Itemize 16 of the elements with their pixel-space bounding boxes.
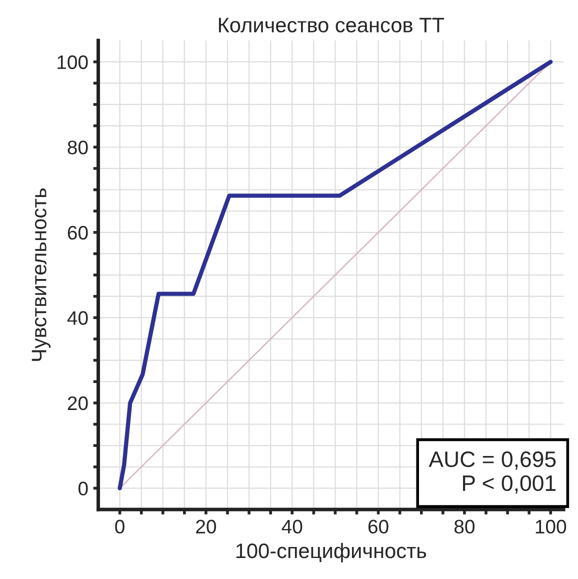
x-tick-label: 80: [454, 520, 475, 534]
y-tick-label: 0: [78, 482, 88, 496]
x-tick-label: 100: [536, 520, 566, 534]
x-tick-label: 40: [282, 520, 302, 534]
x-axis-title: 100-специфичность: [236, 542, 426, 562]
y-tick-label: 20: [68, 396, 88, 410]
x-tick-label: 20: [196, 520, 216, 534]
y-tick-label: 100: [58, 55, 88, 70]
y-axis-title: Чувствительность: [32, 188, 51, 361]
y-tick-label: 80: [68, 140, 88, 154]
chart-title: Количество сеансов ТТ: [218, 18, 444, 32]
x-tick-label: 0: [115, 520, 124, 534]
x-tick-label: 60: [368, 520, 388, 534]
y-tick-label: 60: [68, 226, 88, 240]
annotation: AUC = 0,695 P < 0,001: [428, 451, 556, 494]
y-tick-label: 40: [67, 311, 88, 325]
